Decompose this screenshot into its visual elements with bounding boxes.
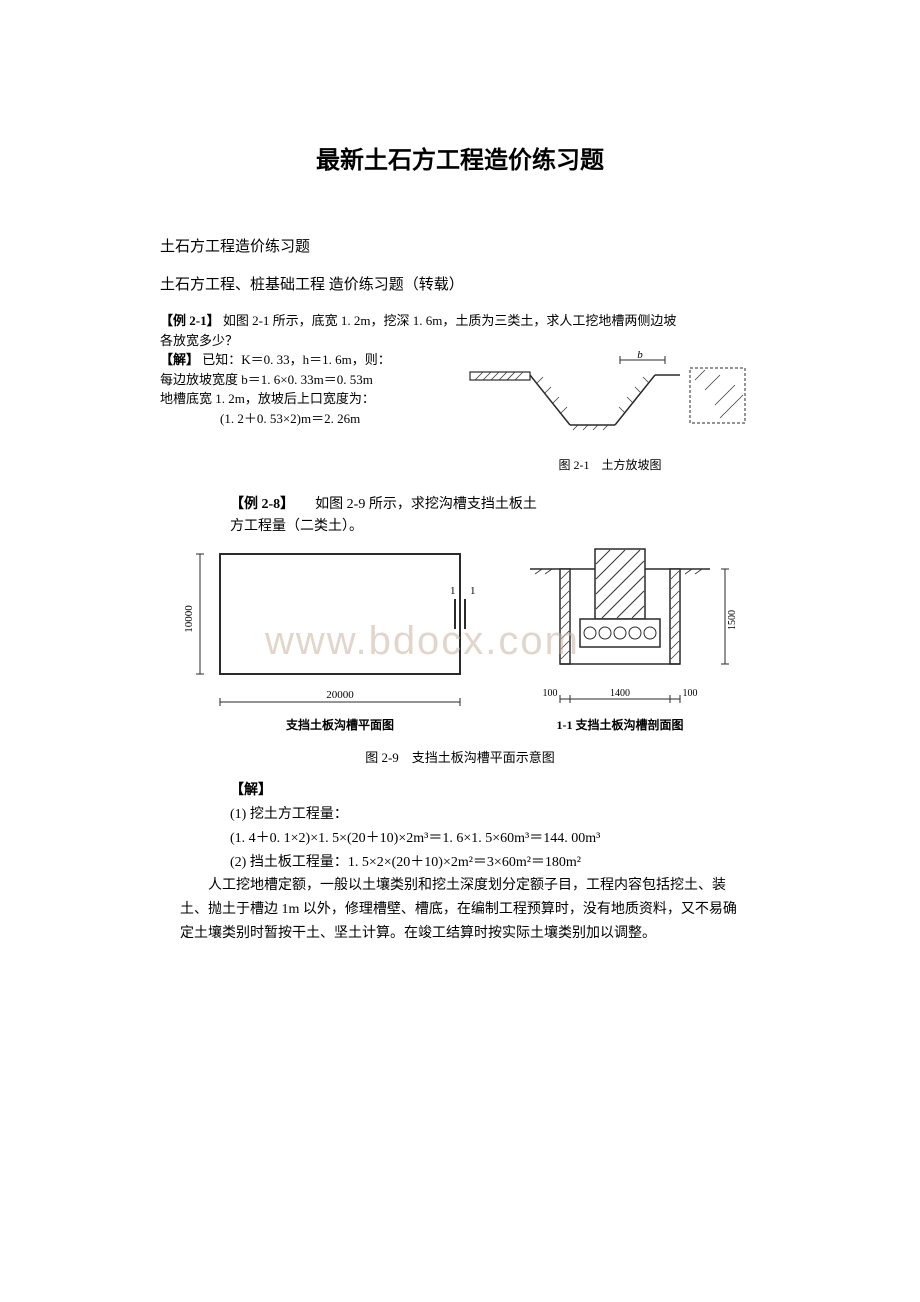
intro-2: 土石方工程、桩基础工程 造价练习题（转载） bbox=[160, 273, 760, 297]
dim-10000: 10000 bbox=[183, 605, 195, 633]
figure-2-9-svg: 10000 20000 1 1 支挡土板沟槽平面图 bbox=[160, 544, 760, 774]
ex21-sol3: 地槽底宽 1. 2m，放坡后上口宽度为： bbox=[160, 389, 460, 409]
ex28-sol-line2: (1. 4＋0. 1×2)×1. 5×(20＋10)×2m³＝1. 6×1. 5… bbox=[230, 827, 750, 851]
section-mark-1a: 1 bbox=[450, 585, 456, 597]
ex21-text2: 各放宽多少？ bbox=[160, 331, 760, 351]
ex21-sol4: (1. 2＋0. 53×2)m＝2. 26m bbox=[160, 409, 460, 429]
ex21-solution-label: 【解】 bbox=[160, 352, 199, 367]
dim-b-label: b bbox=[637, 350, 643, 361]
ex28-sol-line1: (1) 挖土方工程量： bbox=[230, 803, 750, 827]
figure-2-1: b bbox=[460, 350, 760, 474]
ex28-heading: 【例 2-8】 bbox=[230, 497, 294, 512]
ex21-heading: 【例 2-1】 bbox=[160, 313, 220, 328]
figure-2-9: www.bdocx.com 10000 20000 1 1 支挡土板沟槽平面图 bbox=[160, 544, 760, 779]
dim-100b: 100 bbox=[683, 688, 698, 699]
figure-2-9-caption: 图 2-9 支挡土板沟槽平面示意图 bbox=[365, 750, 555, 765]
example-2-8-intro: 【例 2-8】 如图 2-9 所示，求挖沟槽支挡土板土 方工程量（二类土）。 bbox=[160, 494, 760, 539]
ex28-solution-label: 【解】 bbox=[230, 779, 750, 803]
ex28-text2: 方工程量（二类土）。 bbox=[230, 516, 760, 538]
section-mark-1b: 1 bbox=[470, 585, 476, 597]
ex28-sol-line3: (2) 挡土板工程量：1. 5×2×(20＋10)×2m²＝3×60m²＝180… bbox=[230, 851, 750, 875]
ex21-sol2: 每边放坡宽度 b＝1. 6×0. 33m＝0. 53m bbox=[160, 370, 460, 390]
page-title: 最新土石方工程造价练习题 bbox=[160, 140, 760, 175]
dim-100a: 100 bbox=[543, 688, 558, 699]
ex28-text1: 如图 2-9 所示，求挖沟槽支挡土板土 bbox=[315, 497, 537, 512]
section-caption: 1-1 支挡土板沟槽剖面图 bbox=[557, 717, 684, 732]
intro-1: 土石方工程造价练习题 bbox=[160, 235, 760, 259]
ex28-sol-para: 人工挖地槽定额，一般以土壤类别和挖土深度划分定额子目，工程内容包括挖土、装土、抛… bbox=[160, 874, 750, 945]
dim-1400: 1400 bbox=[610, 688, 630, 699]
dim-1500: 1500 bbox=[727, 610, 738, 630]
ex21-text1: 如图 2-1 所示，底宽 1. 2m，挖深 1. 6m，土质为三类土，求人工挖地… bbox=[223, 313, 677, 328]
example-2-8-solution: 【解】 (1) 挖土方工程量： (1. 4＋0. 1×2)×1. 5×(20＋1… bbox=[160, 779, 760, 946]
slope-diagram-svg: b bbox=[465, 350, 755, 450]
ex21-sol1: 已知：K＝0. 33，h＝1. 6m，则： bbox=[202, 352, 391, 367]
example-2-1: 【例 2-1】 如图 2-1 所示，底宽 1. 2m，挖深 1. 6m，土质为三… bbox=[160, 311, 760, 474]
figure-2-1-caption: 图 2-1 土方放坡图 bbox=[460, 456, 760, 474]
plan-caption: 支挡土板沟槽平面图 bbox=[285, 717, 394, 732]
dim-20000: 20000 bbox=[326, 689, 354, 701]
